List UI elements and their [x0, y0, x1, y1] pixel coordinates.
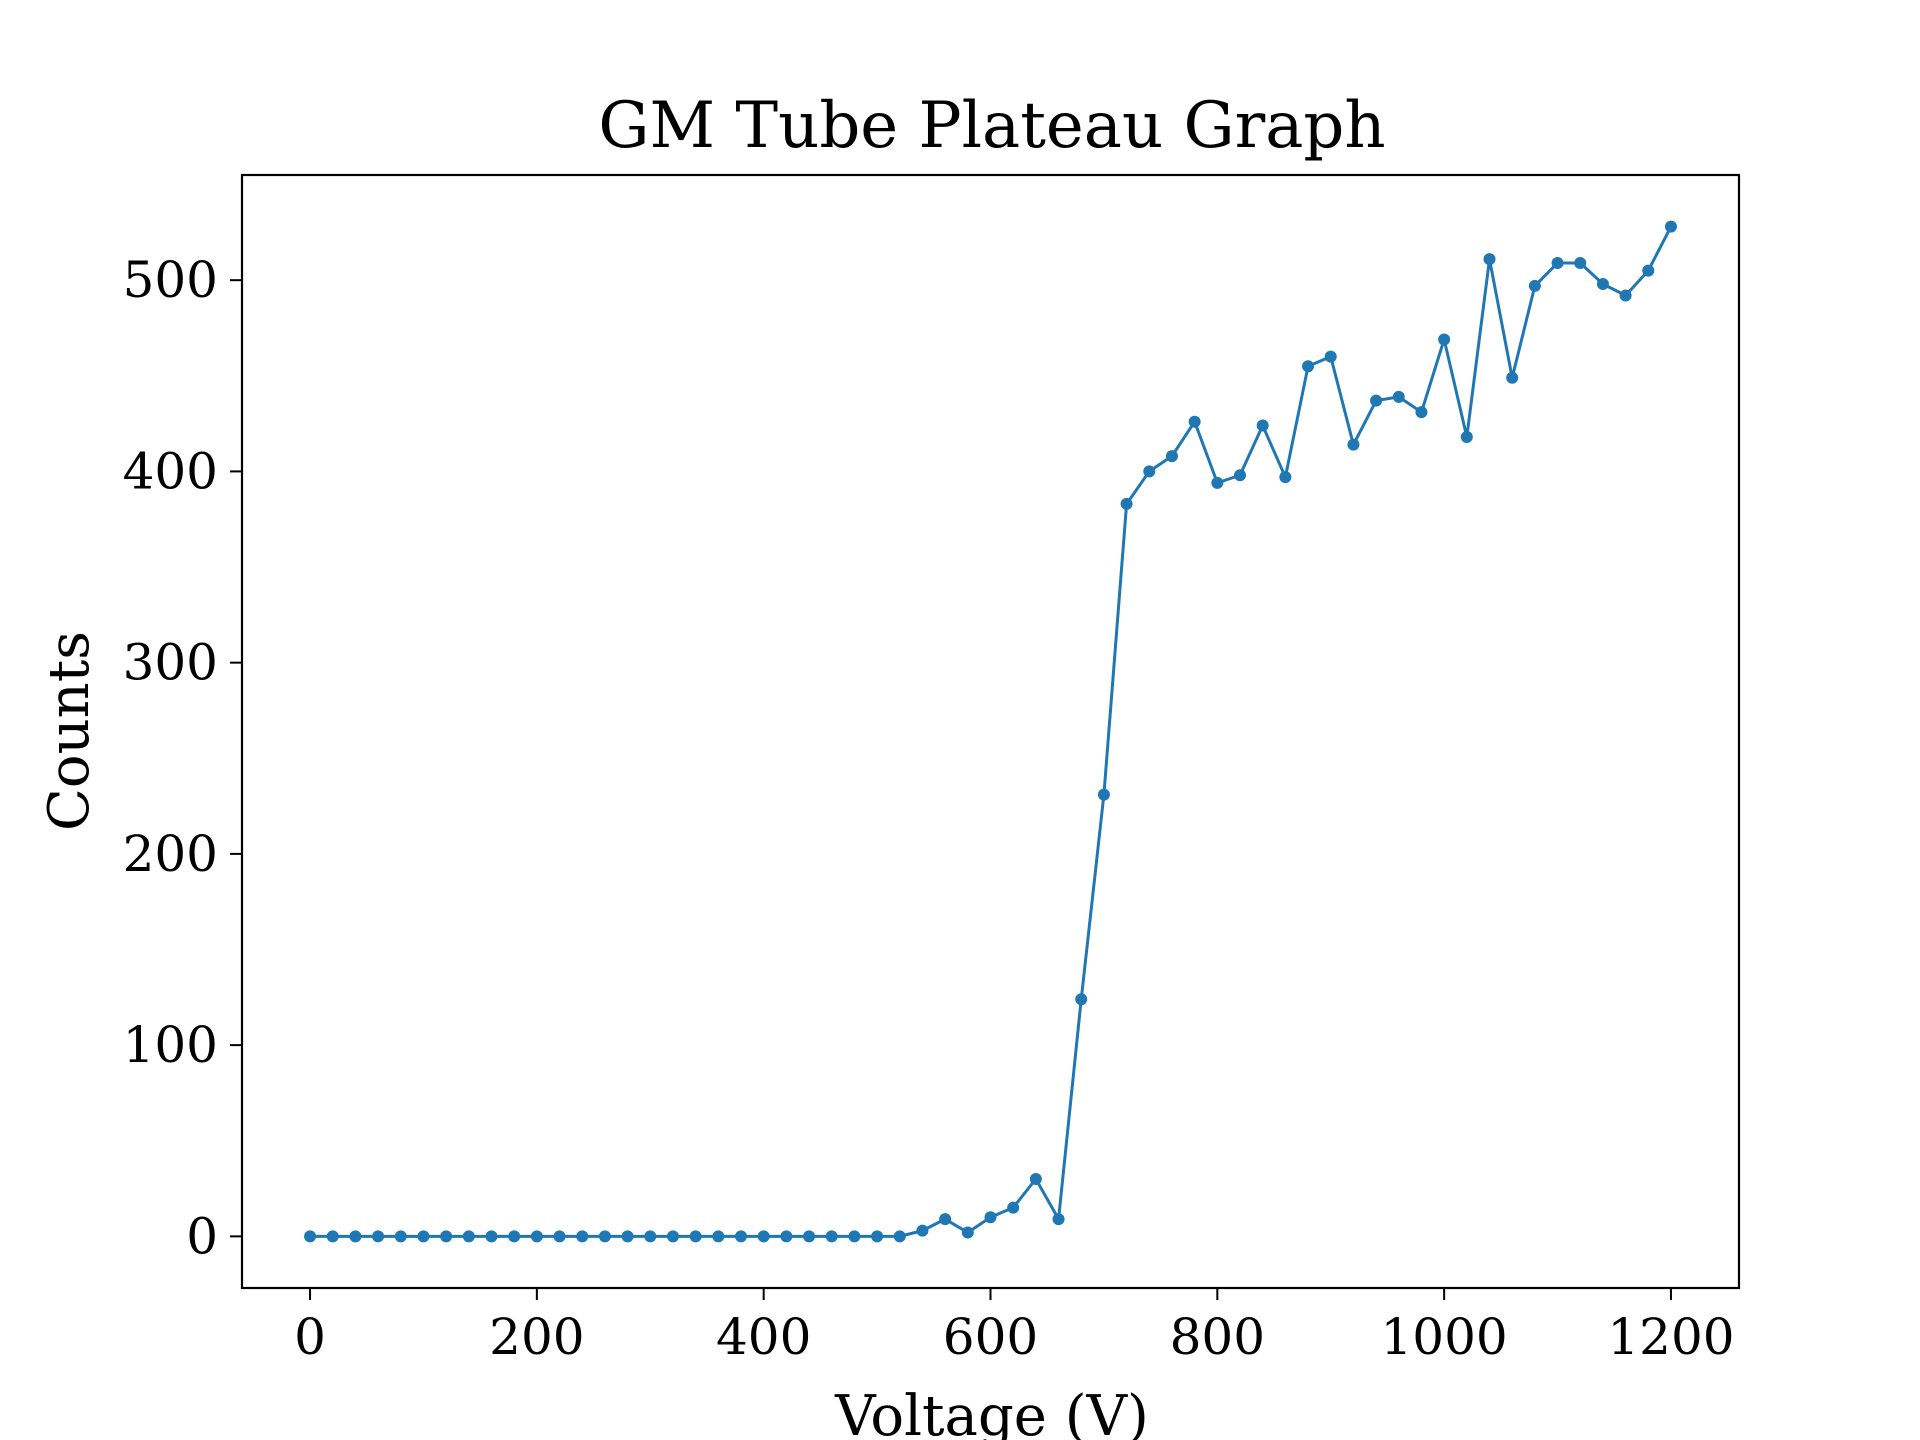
data-point [1234, 469, 1246, 482]
data-point [1347, 438, 1360, 451]
data-point [1506, 371, 1519, 384]
data-point [576, 1230, 589, 1243]
series-line [310, 225, 1673, 1238]
y-tick-label: 100 [123, 1016, 218, 1074]
data-point [1052, 1213, 1065, 1226]
data-point [372, 1230, 385, 1243]
y-tick-label: 200 [123, 825, 218, 883]
data-point [1120, 497, 1133, 510]
data-point [1438, 333, 1451, 346]
data-point [1007, 1201, 1020, 1214]
data-point [1324, 350, 1337, 363]
data-point [1143, 465, 1156, 478]
data-point [508, 1230, 521, 1243]
x-tick-label: 1200 [1607, 1308, 1734, 1366]
x-tick-label: 1000 [1381, 1308, 1508, 1366]
y-tick-label: 0 [186, 1207, 218, 1265]
data-point [1029, 1172, 1042, 1185]
data-point [939, 1213, 952, 1226]
x-axis-label: Voltage (V) [834, 1384, 1149, 1440]
data-point [1528, 279, 1541, 292]
data-point [1392, 390, 1405, 403]
data-point [916, 1224, 929, 1237]
data-point [848, 1230, 861, 1243]
data-point [1165, 450, 1178, 463]
data-point [530, 1230, 543, 1243]
data-point [735, 1230, 747, 1243]
data-point [1483, 253, 1496, 266]
axes-frame [240, 173, 1741, 1290]
data-point [1075, 993, 1088, 1006]
x-tick-label: 400 [716, 1308, 811, 1366]
data-point [1551, 256, 1564, 269]
data-point [780, 1230, 793, 1243]
x-tick-label: 600 [943, 1308, 1038, 1366]
data-point [462, 1230, 475, 1243]
data-point [871, 1230, 884, 1243]
data-point [1664, 220, 1677, 233]
x-tick-label: 800 [1170, 1308, 1265, 1366]
y-axis-label: Counts [37, 631, 102, 831]
data-point [417, 1230, 430, 1243]
x-axis: 0 200 400 600 800 1000 1200 [294, 1288, 1735, 1366]
data-point [598, 1230, 611, 1243]
data-point [1596, 278, 1609, 291]
data-point [984, 1211, 997, 1224]
data-point [644, 1230, 657, 1243]
data-point [1415, 406, 1428, 419]
data-point [394, 1230, 407, 1243]
chart-title: GM Tube Plateau Graph [598, 89, 1385, 163]
data-point [1188, 415, 1201, 428]
data-point [1574, 256, 1587, 269]
data-point [666, 1230, 679, 1243]
data-point [712, 1230, 725, 1243]
data-point [304, 1230, 317, 1243]
y-tick-label: 300 [123, 634, 218, 692]
data-point [485, 1230, 498, 1243]
data-point [825, 1230, 838, 1243]
data-point [893, 1230, 906, 1243]
data-point [757, 1230, 770, 1243]
data-point [1370, 394, 1383, 407]
data-point [803, 1230, 816, 1243]
y-tick-label: 400 [123, 442, 218, 500]
data-point [1256, 419, 1269, 432]
data-point [621, 1230, 634, 1243]
data-point [1097, 788, 1110, 801]
data-point [1460, 430, 1473, 443]
x-tick-label: 0 [294, 1308, 326, 1366]
x-tick-label: 200 [489, 1308, 584, 1366]
plot-area [304, 220, 1677, 1243]
y-tick-label: 500 [123, 251, 218, 309]
data-point [1642, 264, 1655, 277]
data-point [1302, 360, 1315, 373]
data-point [440, 1230, 453, 1243]
data-point [553, 1230, 566, 1243]
data-point [326, 1230, 339, 1243]
data-point [1619, 289, 1632, 302]
data-point [1279, 471, 1292, 484]
y-axis: 0 100 200 300 400 500 [123, 251, 242, 1265]
data-point [961, 1226, 974, 1239]
data-point [689, 1230, 702, 1243]
data-point [349, 1230, 362, 1243]
data-point [1211, 476, 1224, 489]
